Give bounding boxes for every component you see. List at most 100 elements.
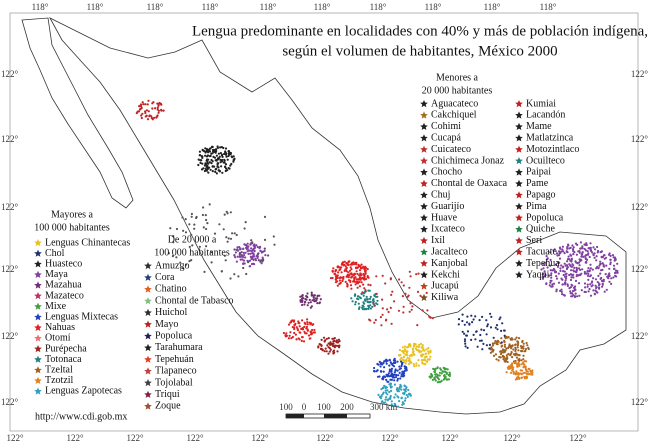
locality-dot [390, 374, 393, 378]
locality-dot [489, 351, 492, 354]
legend-label: Yaqui [526, 269, 550, 280]
legend-label: Zoque [155, 401, 181, 412]
legend-label: Amuzgo [155, 260, 189, 271]
legend-label: Mayo [155, 319, 178, 330]
locality-dot [246, 247, 249, 250]
locality-dot [430, 375, 434, 378]
locality-dot [551, 285, 554, 288]
locality-dot [564, 279, 567, 282]
locality-dot [581, 245, 584, 248]
legend-symbol [515, 236, 523, 244]
locality-dot [351, 300, 354, 303]
locality-dot [488, 343, 491, 346]
locality-dot [568, 263, 571, 266]
locality-dot [587, 267, 590, 270]
locality-dot [591, 268, 594, 271]
locality-dot [350, 263, 353, 266]
locality-dot [147, 99, 150, 102]
locality-dot [481, 315, 484, 318]
locality-dot [238, 248, 242, 251]
title-line: según el volumen de habitantes, México 2… [282, 43, 557, 59]
locality-dot [461, 319, 464, 323]
locality-dot [138, 108, 142, 111]
locality-dot [601, 268, 604, 271]
locality-dot [204, 214, 207, 217]
locality-dot [231, 232, 234, 235]
locality-dot [224, 151, 227, 154]
locality-dot [429, 375, 432, 378]
legend-label: Cucapá [431, 132, 462, 143]
locality-dot [299, 299, 302, 302]
locality-dot [214, 150, 217, 153]
locality-dot [360, 274, 363, 277]
locality-dot [468, 323, 471, 326]
legend-symbol [515, 157, 523, 165]
locality-dot [363, 302, 366, 305]
locality-dot [572, 273, 575, 276]
left-degree: 122° [1, 331, 19, 341]
legend-symbol [144, 332, 152, 340]
legend-label: Lacandón [526, 110, 565, 121]
locality-dot [388, 358, 391, 361]
legend-symbol [34, 323, 42, 331]
locality-dot [355, 270, 358, 273]
locality-dot [184, 231, 188, 234]
legend-symbol [420, 214, 428, 222]
locality-dot [517, 349, 520, 352]
locality-dot [463, 332, 466, 335]
locality-dot [490, 315, 493, 318]
locality-dot [558, 252, 561, 255]
locality-dot [172, 235, 175, 238]
locality-dot [440, 372, 443, 375]
legend-label: Popoluca [155, 330, 193, 341]
left-degree: 122° [1, 134, 19, 144]
scale-label: 100 [317, 402, 331, 412]
locality-dot [140, 116, 143, 120]
locality-dot [561, 266, 565, 269]
locality-dot [585, 242, 588, 245]
legend-label: Papago [526, 189, 555, 200]
locality-dot [472, 318, 475, 321]
locality-dot [511, 362, 514, 365]
locality-dot [492, 336, 495, 339]
locality-dot [523, 350, 526, 353]
locality-dot [140, 106, 143, 110]
locality-dot [175, 227, 179, 231]
locality-dot [579, 241, 583, 244]
locality-dot [205, 218, 208, 222]
locality-dot [562, 270, 565, 273]
locality-dot [211, 170, 214, 173]
locality-dot [424, 363, 427, 366]
top-degree: 118° [202, 2, 219, 12]
locality-dot [498, 318, 501, 321]
locality-dot [596, 245, 599, 249]
locality-dot [223, 159, 226, 162]
locality-dot [328, 347, 331, 350]
locality-dot [442, 366, 445, 369]
locality-dot [206, 149, 209, 152]
locality-dot [382, 361, 385, 365]
locality-dot [604, 273, 607, 276]
locality-dot [288, 334, 291, 337]
legend-label: Tzeltal [45, 364, 73, 375]
legend-heading: Mayores a [51, 209, 93, 220]
locality-dot [480, 328, 483, 331]
locality-dot [202, 226, 205, 229]
locality-dot [301, 299, 304, 302]
locality-dot [393, 300, 396, 303]
locality-dot [594, 278, 598, 281]
right-degree: 122° [631, 202, 649, 212]
locality-dot [384, 389, 387, 392]
locality-dot [390, 362, 393, 365]
locality-dot [319, 298, 322, 301]
locality-dot [207, 171, 210, 174]
locality-dot [480, 339, 483, 342]
locality-dot [144, 103, 147, 106]
locality-dot [160, 103, 163, 106]
locality-dot [409, 345, 412, 348]
locality-dot [521, 339, 524, 343]
locality-dot [218, 155, 221, 158]
locality-dot [337, 338, 340, 341]
locality-dot [210, 152, 213, 155]
locality-dot [247, 252, 250, 255]
